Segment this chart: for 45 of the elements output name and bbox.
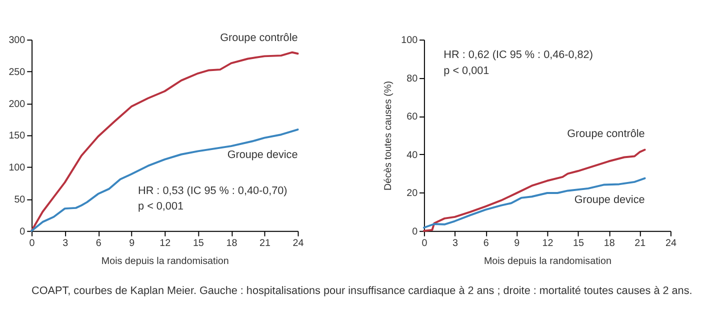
y-tick-label: 250 <box>8 66 26 78</box>
x-tick-label: 0 <box>422 238 428 250</box>
x-tick-label: 15 <box>192 238 204 250</box>
series-label: Groupe contrôle <box>567 128 645 140</box>
x-tick-label: 6 <box>483 238 490 250</box>
annotation: HR : 0,62 (IC 95 % : 0,46-0,82) <box>444 49 593 62</box>
y-tick-label: 50 <box>14 194 26 206</box>
y-tick-label: 40 <box>406 150 418 161</box>
series-label: Groupe device <box>574 194 645 206</box>
x-tick-label: 18 <box>604 238 616 250</box>
line-series <box>422 148 646 232</box>
y-tick-label: 150 <box>8 130 26 142</box>
y-tick-label: 20 <box>406 188 418 200</box>
x-tick-label: 15 <box>573 238 585 250</box>
x-axis-title: Mois depuis la randomisation <box>484 256 612 267</box>
x-tick-label: 3 <box>62 238 69 250</box>
y-tick-label: 100 <box>401 35 418 46</box>
x-tick-label: 21 <box>634 238 646 250</box>
x-tick-label: 3 <box>452 238 459 250</box>
annotation: p < 0,001 <box>444 64 490 77</box>
y-tick-label: 0 <box>20 226 26 238</box>
x-axis-title: Mois depuis la randomisation <box>101 256 229 267</box>
y-axis-title: Décès toutes causes (%) <box>383 81 394 190</box>
annotation: p < 0,001 <box>138 200 184 213</box>
x-tick-label: 9 <box>129 238 136 250</box>
x-tick-label: 18 <box>226 238 238 250</box>
x-tick-label: 21 <box>260 238 270 250</box>
y-tick-label: 0 <box>412 226 418 238</box>
x-tick-label: 12 <box>542 238 554 250</box>
series-label: Groupe contrôle <box>220 32 298 44</box>
x-tick-label: 12 <box>160 238 171 250</box>
y-tick-label: 80 <box>406 73 418 84</box>
y-tick-label: 60 <box>406 112 418 123</box>
x-tick-label: 9 <box>514 238 520 250</box>
text: COAPT, courbes de Kaplan Meier. Gauche : hospitalisations pour insuffisance cardiaque à 2 ans ; droite : mortalité toutes causes à 2 ans. <box>32 284 692 297</box>
x-tick-label: 24 <box>292 238 304 250</box>
line-series <box>422 177 646 229</box>
y-tick-label: 100 <box>8 162 26 174</box>
x-tick-label: 24 <box>665 238 677 250</box>
y-tick-label: 300 <box>8 35 26 46</box>
series-label: Groupe device <box>227 149 298 162</box>
annotation: HR : 0,53 (IC 95 % : 0,40-0,70) <box>138 184 288 197</box>
x-tick-label: 0 <box>29 238 36 250</box>
x-tick-label: 6 <box>96 238 102 250</box>
y-tick-label: 200 <box>8 98 26 110</box>
